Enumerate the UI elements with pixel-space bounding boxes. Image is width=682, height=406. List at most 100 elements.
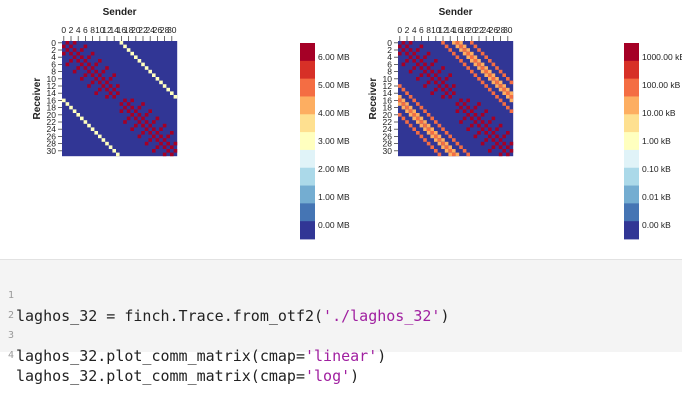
matrix-cell xyxy=(430,91,434,95)
y-tick-label: 18 xyxy=(383,103,393,113)
matrix-cell xyxy=(401,105,406,110)
matrix-cell xyxy=(502,134,506,139)
matrix-cell xyxy=(434,120,438,124)
x-tick-label: 24 xyxy=(145,25,155,35)
matrix-cell xyxy=(162,152,167,157)
matrix-cell xyxy=(466,55,470,59)
colorbar-band xyxy=(300,149,315,169)
y-tick-label: 0 xyxy=(51,38,56,48)
y-tick-label: 20 xyxy=(47,110,57,120)
matrix-cell xyxy=(430,131,434,135)
matrix-cell xyxy=(83,73,88,77)
matrix-cell xyxy=(459,98,463,103)
matrix-cell xyxy=(466,113,470,117)
y-tick-label: 24 xyxy=(47,124,57,134)
matrix-cell xyxy=(506,145,510,149)
matrix-cell xyxy=(423,69,427,74)
matrix-cell xyxy=(484,69,488,74)
matrix-cell xyxy=(137,59,142,63)
matrix-cell xyxy=(448,134,452,139)
matrix-cell xyxy=(152,73,156,77)
matrix-cell xyxy=(416,62,420,67)
colorbar-label: 0.00 kB xyxy=(642,220,671,230)
matrix-cell xyxy=(416,116,420,121)
matrix-cell xyxy=(498,80,503,85)
matrix-cell xyxy=(72,55,77,59)
matrix-cell xyxy=(484,55,488,59)
x-tick-label: 14 xyxy=(109,25,119,35)
matrix-background-1 xyxy=(398,41,514,157)
matrix-cell xyxy=(90,80,95,85)
matrix-cell xyxy=(488,59,492,63)
matrix-cell xyxy=(76,113,80,117)
colorbar-label: 0.01 kB xyxy=(642,192,671,202)
matrix-cell xyxy=(437,77,442,81)
matrix-cell xyxy=(94,131,98,135)
code-line: 1 laghos_32 = finch.Trace.from_otf2('./l… xyxy=(0,266,682,325)
x-tick-label: 22 xyxy=(474,25,484,35)
matrix-cell xyxy=(401,48,406,52)
matrix-cell xyxy=(148,109,152,113)
matrix-cell xyxy=(448,73,452,77)
matrix-cell xyxy=(484,73,488,77)
colorbar-band xyxy=(300,96,315,115)
matrix-cell xyxy=(509,98,514,103)
matrix-cell xyxy=(470,51,474,56)
matrix-cell xyxy=(455,55,460,59)
matrix-cell xyxy=(498,84,503,88)
matrix-cell xyxy=(166,141,170,146)
matrix-cell xyxy=(437,152,442,157)
matrix-cell xyxy=(87,69,91,74)
matrix-cell xyxy=(408,48,413,52)
matrix-cell xyxy=(112,95,116,99)
axis-title-sender: Sender xyxy=(439,7,473,18)
matrix-cell xyxy=(80,116,84,121)
matrix-cell xyxy=(141,102,145,106)
matrix-cell xyxy=(473,55,478,59)
matrix-cell xyxy=(144,141,149,146)
matrix-cell xyxy=(116,152,120,157)
x-tick-label: 26 xyxy=(153,25,163,35)
matrix-cell xyxy=(80,77,84,81)
matrix-cell xyxy=(412,113,416,117)
matrix-cell xyxy=(162,84,167,88)
matrix-cell xyxy=(470,55,474,59)
matrix-cell xyxy=(455,44,460,49)
matrix-cell xyxy=(144,113,149,117)
matrix-cell xyxy=(90,127,95,131)
matrix-cell xyxy=(423,138,427,142)
matrix-cell xyxy=(470,109,474,113)
matrix-cell xyxy=(405,91,409,95)
matrix-cell xyxy=(141,62,145,67)
matrix-cell xyxy=(126,48,131,52)
matrix-cell xyxy=(83,44,88,49)
matrix-cell xyxy=(108,145,113,149)
matrix-cell xyxy=(105,66,109,70)
matrix-cell xyxy=(423,84,427,88)
matrix-cell xyxy=(112,73,116,77)
colorbar-band xyxy=(624,78,639,97)
matrix-cell xyxy=(76,59,80,63)
matrix-cell xyxy=(173,141,178,146)
matrix-cell xyxy=(405,109,409,113)
y-tick-label: 18 xyxy=(47,103,57,113)
x-tick-label: 18 xyxy=(124,25,134,35)
matrix-cell xyxy=(72,109,77,113)
matrix-cell xyxy=(444,131,449,135)
matrix-cell xyxy=(491,91,496,95)
matrix-cell xyxy=(495,80,499,85)
matrix-cell xyxy=(130,113,134,117)
matrix-cell xyxy=(408,123,413,128)
matrix-cell xyxy=(488,73,492,77)
axis-label-receiver: Receiver xyxy=(32,78,43,120)
matrix-cell xyxy=(423,127,427,131)
x-tick-label: 8 xyxy=(426,25,431,35)
matrix-cell xyxy=(144,120,149,124)
matrix-cell xyxy=(398,102,402,106)
x-tick-label: 10 xyxy=(431,25,441,35)
y-tick-label: 26 xyxy=(47,131,57,141)
matrix-cell xyxy=(462,109,467,113)
matrix-cell xyxy=(419,66,424,70)
matrix-cell xyxy=(509,91,514,95)
colorbar-label: 6.00 MB xyxy=(318,52,350,62)
